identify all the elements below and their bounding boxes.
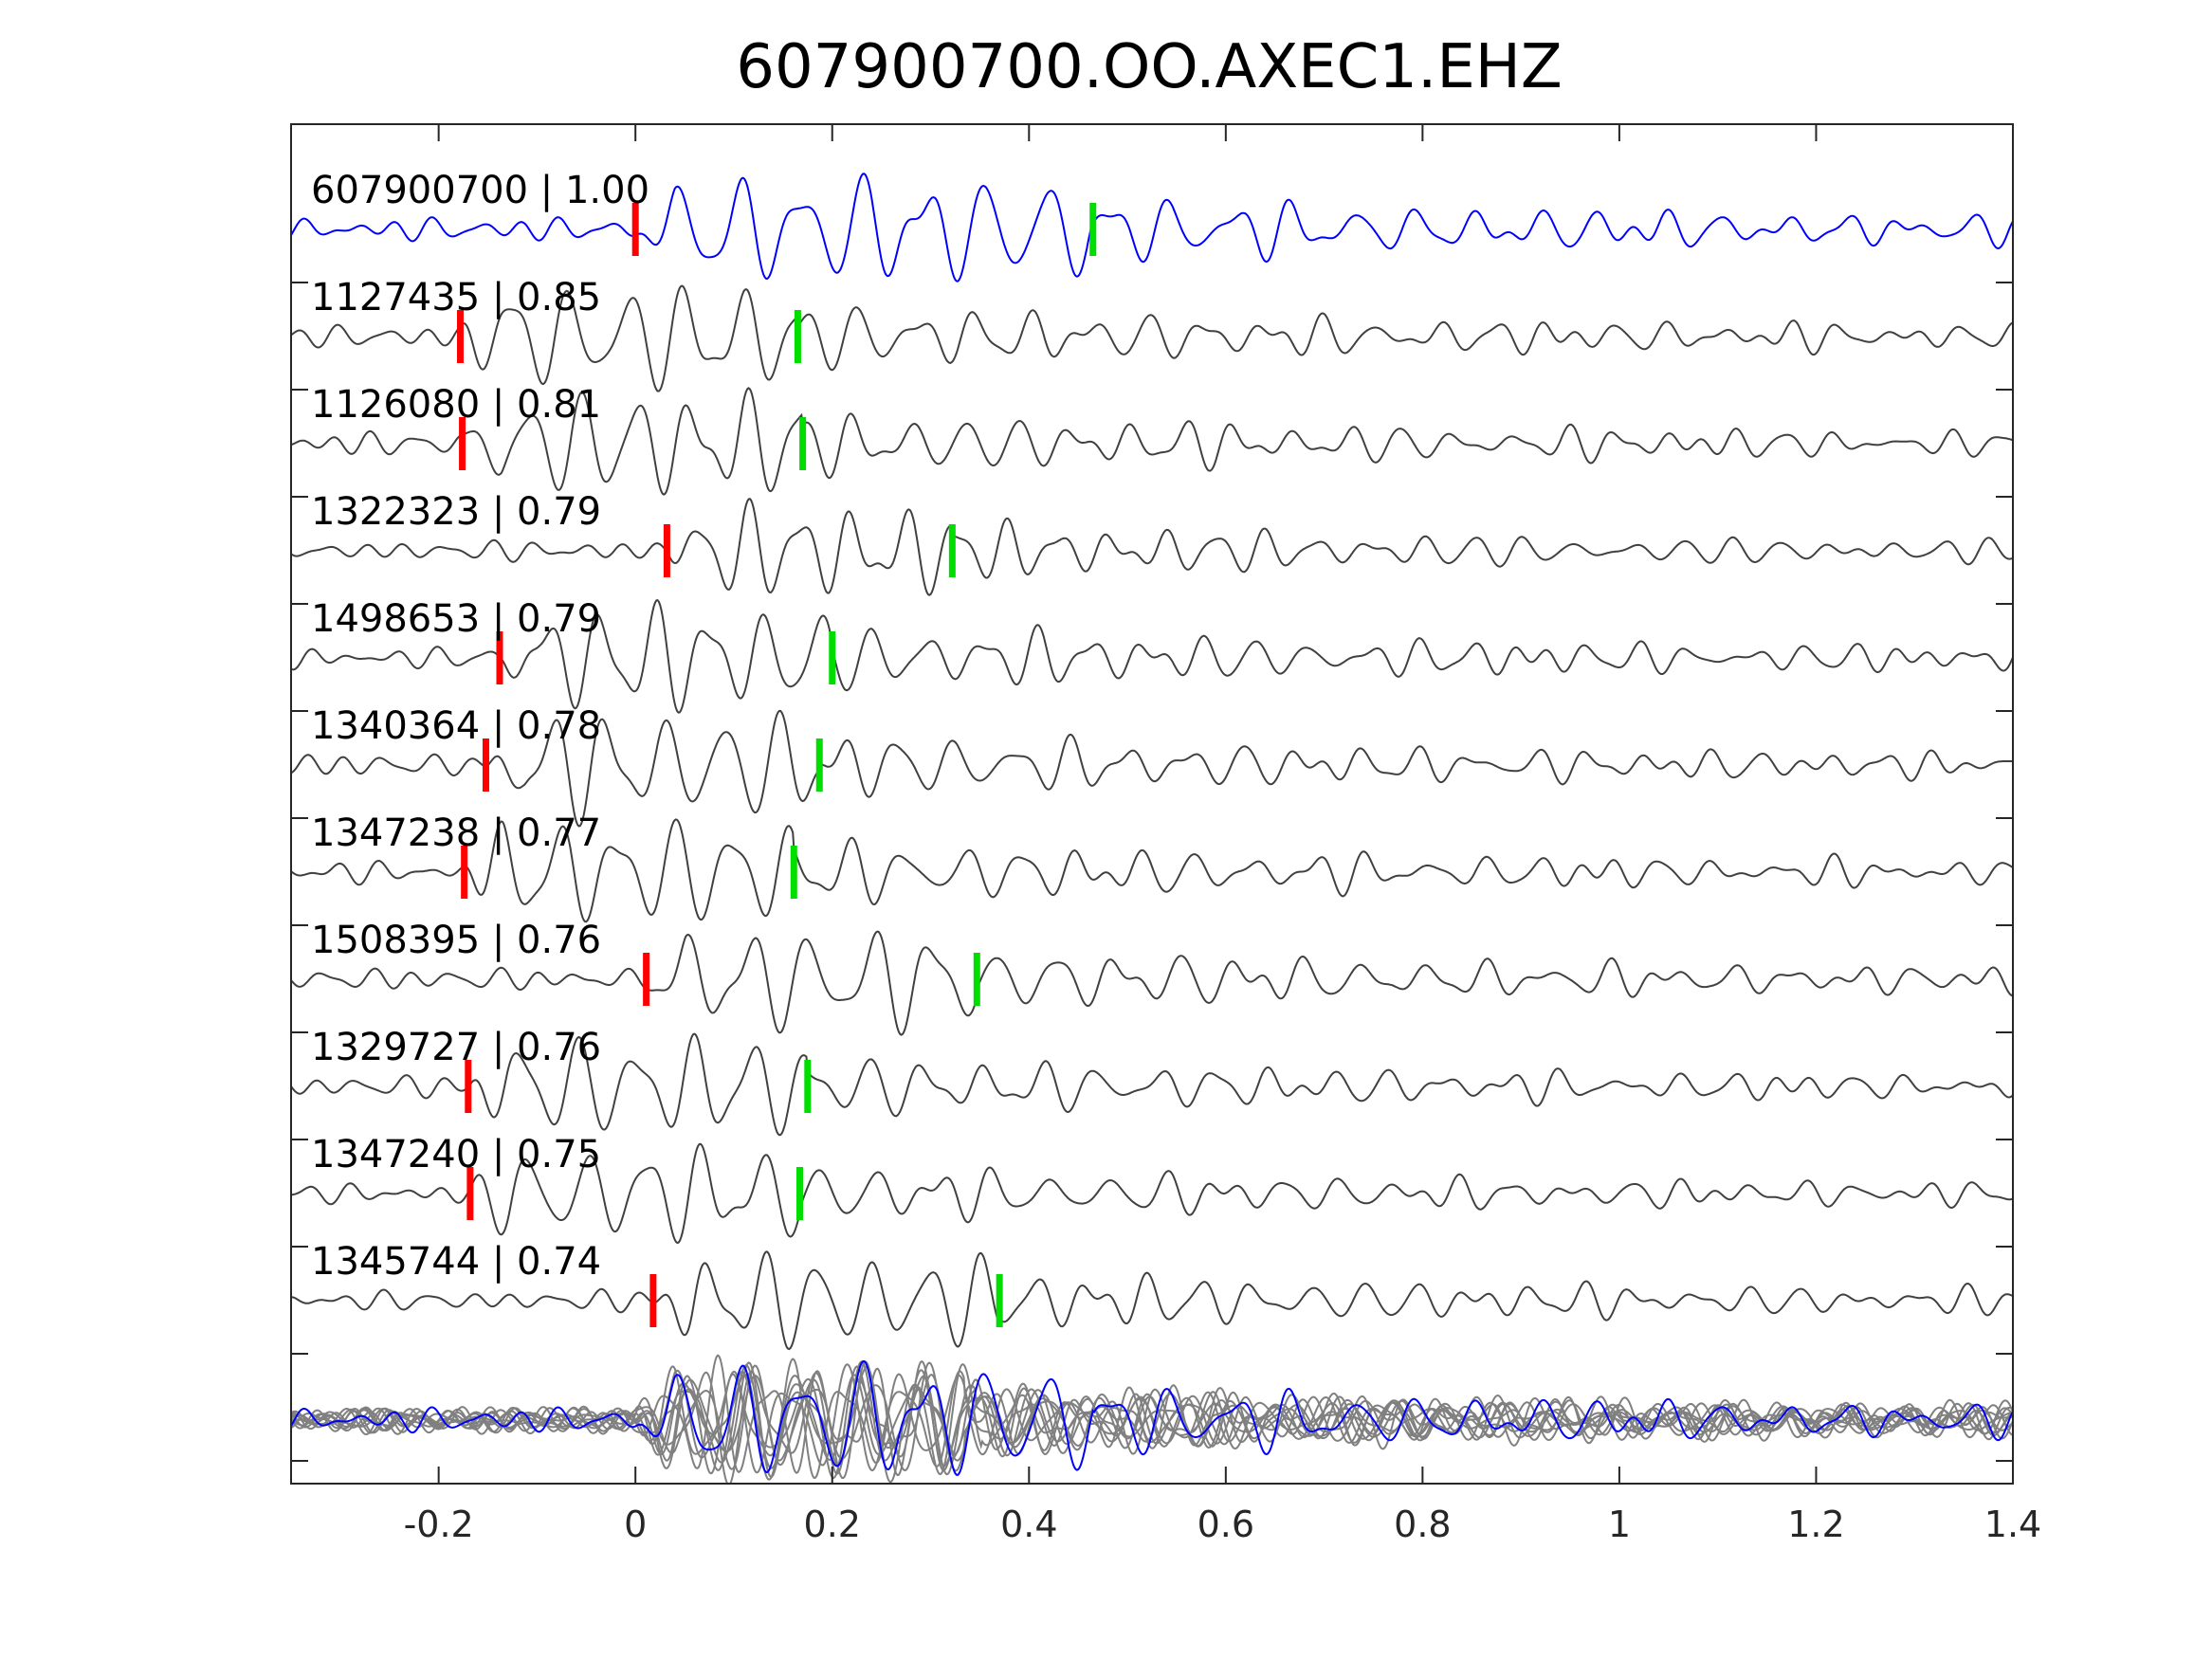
trace-label-10: 1345744 | 0.74: [311, 1240, 601, 1284]
trace-label-8: 1329727 | 0.76: [311, 1026, 601, 1069]
labels-layer: 607900700 | 1.00 1127435 | 0.85 1126080 | …: [311, 169, 649, 1284]
stack-overlay: [291, 1354, 2013, 1484]
trace-label-7: 1508395 | 0.76: [311, 919, 601, 962]
x-axis: -0.2 0 0.2 0.4 0.6 0.8 1 1.2 1.4: [291, 124, 2041, 1545]
trace-6: [291, 818, 2013, 923]
trace-label-9: 1347240 | 0.75: [311, 1133, 601, 1176]
trace-7: [291, 930, 2013, 1036]
x-tick-label-7: 1.2: [1787, 1504, 1844, 1545]
trace-label-5: 1340364 | 0.78: [311, 704, 601, 748]
trace-label-4: 1498653 | 0.79: [311, 597, 601, 641]
trace-label-2: 1126080 | 0.81: [311, 383, 601, 427]
trace-9: [291, 1142, 2013, 1245]
trace-label-3: 1322323 | 0.79: [311, 490, 601, 534]
x-tick-label-8: 1.4: [1984, 1504, 2041, 1545]
stack-template-trace: [291, 1359, 2013, 1476]
stack-trace-3: [291, 1354, 2013, 1477]
chart-title: 607900700.OO.AXEC1.EHZ: [736, 32, 1563, 102]
trace-0: [291, 173, 2013, 283]
x-tick-label-6: 1: [1608, 1504, 1631, 1545]
plot-frame: [290, 123, 2014, 1485]
picks-layer: [456, 203, 1097, 1327]
trace-3: [291, 498, 2013, 596]
stack-trace-6: [291, 1363, 2013, 1474]
trace-label-1: 1127435 | 0.85: [311, 276, 601, 319]
x-tick-label-1: 0: [624, 1504, 647, 1545]
trace-label-0: 607900700 | 1.00: [311, 169, 649, 212]
trace-1: [291, 284, 2013, 392]
x-tick-label-0: -0.2: [404, 1504, 474, 1545]
trace-label-6: 1347238 | 0.77: [311, 811, 601, 855]
trace-5: [291, 709, 2013, 828]
trace-4: [291, 598, 2013, 714]
x-tick-label-5: 0.8: [1394, 1504, 1451, 1545]
x-tick-label-3: 0.4: [1000, 1504, 1057, 1545]
x-tick-label-2: 0.2: [804, 1504, 861, 1545]
trace-2: [291, 387, 2013, 496]
trace-8: [291, 1032, 2013, 1137]
x-tick-label-4: 0.6: [1197, 1504, 1254, 1545]
traces-layer: [291, 173, 2013, 1484]
trace-10: [291, 1250, 2013, 1351]
stack-trace-10: [291, 1361, 2013, 1478]
stack-trace-9: [291, 1360, 2013, 1480]
